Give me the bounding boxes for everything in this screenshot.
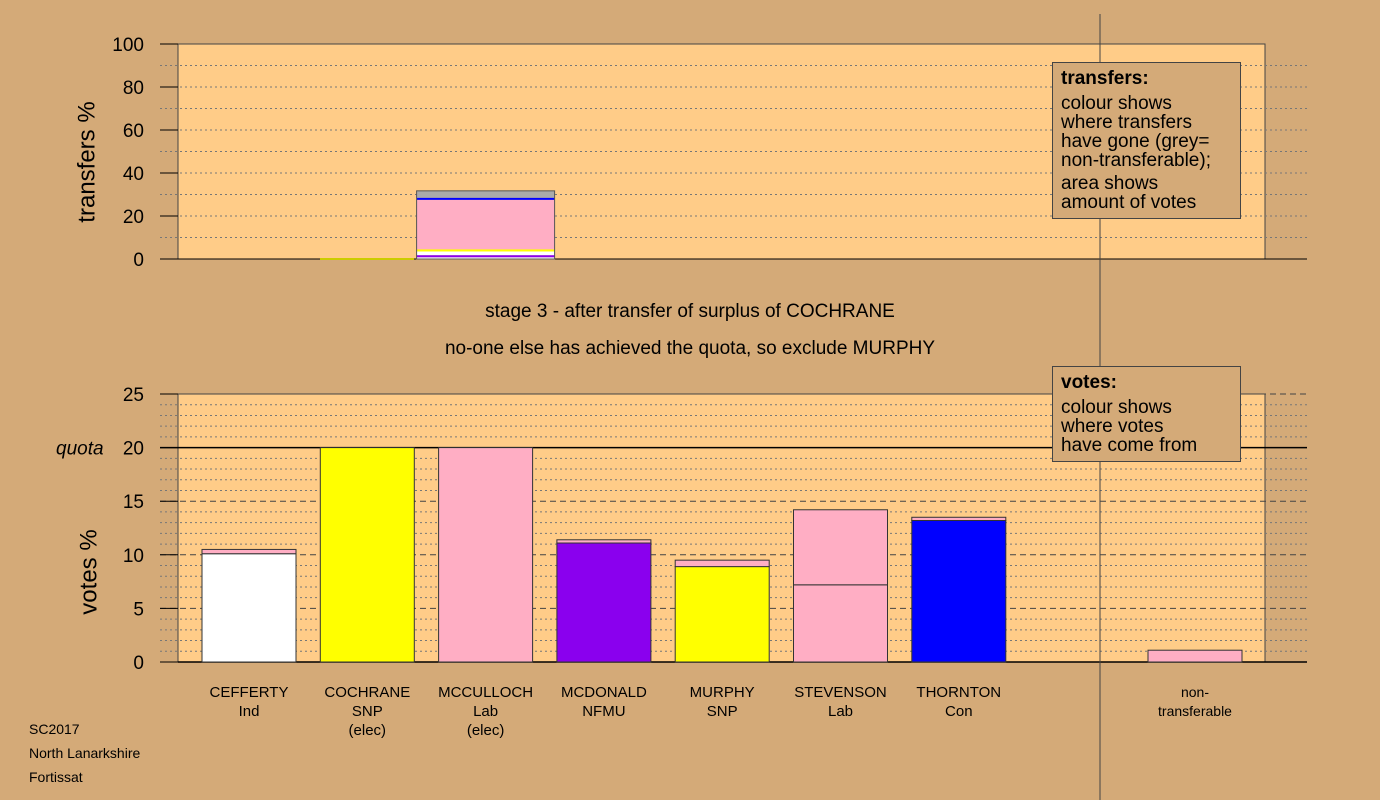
transfers-tick-label: 40 bbox=[123, 164, 144, 185]
votes-legend: votes: colour shows where votes have com… bbox=[1052, 366, 1241, 462]
transfers-y-label: transfers % bbox=[73, 101, 101, 223]
corner-council: North Lanarkshire bbox=[29, 745, 141, 761]
vote-segment bbox=[911, 519, 1007, 663]
transfer-segment bbox=[416, 251, 555, 256]
votes-tick-label: 0 bbox=[133, 653, 144, 674]
category-label: non- transferable bbox=[1158, 684, 1232, 719]
transfer-segment bbox=[416, 249, 555, 252]
category-label: MCDONALD NFMU bbox=[560, 684, 647, 720]
votes-tick-label: 10 bbox=[123, 546, 144, 567]
transfers-tick-label: 60 bbox=[123, 121, 144, 142]
votes-tick-label: 20 bbox=[123, 439, 144, 460]
votes-tick-label: 15 bbox=[123, 492, 144, 513]
corner-election: SC2017 bbox=[29, 721, 80, 737]
vote-segment bbox=[319, 447, 415, 663]
transfers-legend-title: transfers: bbox=[1061, 68, 1149, 89]
vote-segment bbox=[793, 509, 888, 586]
vote-segment bbox=[201, 553, 297, 663]
transfer-segment bbox=[416, 197, 555, 200]
votes-legend-title: votes: bbox=[1061, 372, 1117, 393]
transfer-bar-outline bbox=[416, 190, 556, 260]
vote-segment bbox=[793, 584, 888, 663]
vote-segment bbox=[911, 516, 1007, 521]
corner-info: SC2017 North Lanarkshire Fortissat bbox=[29, 717, 140, 789]
category-label: CEFFERTY Ind bbox=[209, 684, 289, 720]
votes-y-label: votes % bbox=[75, 529, 103, 615]
transfer-segment bbox=[416, 257, 555, 259]
vote-segment bbox=[1147, 649, 1243, 663]
category-label: THORNTON Con bbox=[916, 684, 1002, 720]
votes-tick-label: 25 bbox=[123, 385, 144, 406]
transfer-segment bbox=[416, 190, 555, 198]
transfer-segment bbox=[416, 255, 555, 258]
category-label: MCCULLOCH Lab (elec) bbox=[438, 684, 534, 739]
vote-segment bbox=[674, 566, 770, 663]
category-label: MURPHY SNP bbox=[689, 684, 755, 720]
transfers-tick-label: 80 bbox=[123, 78, 144, 99]
corner-ward: Fortissat bbox=[29, 769, 83, 785]
votes-tick-label: 5 bbox=[133, 599, 144, 620]
transfers-tick-label: 100 bbox=[112, 35, 144, 56]
category-label: COCHRANE SNP (elec) bbox=[324, 684, 411, 739]
transfers-tick-label: 20 bbox=[123, 207, 144, 228]
transfers-tick-label: 0 bbox=[133, 250, 144, 271]
vote-segment bbox=[674, 559, 770, 568]
stage-line-1: stage 3 - after transfer of surplus of C… bbox=[485, 301, 895, 322]
votes-legend-line: colour shows where votes have come from bbox=[1061, 397, 1198, 456]
vote-segment bbox=[438, 447, 534, 663]
transfers-legend-line: area shows amount of votes bbox=[1061, 173, 1197, 213]
quota-label: quota bbox=[56, 439, 104, 460]
vote-segment bbox=[201, 548, 297, 555]
vote-segment bbox=[556, 539, 652, 544]
stage-line-2: no-one else has achieved the quota, so e… bbox=[444, 338, 936, 359]
category-label: STEVENSON Lab bbox=[794, 684, 887, 720]
transfer-segment bbox=[416, 199, 555, 250]
transfers-legend-line: colour shows where transfers have gone (… bbox=[1061, 93, 1211, 171]
transfers-legend: transfers: colour shows where transfers … bbox=[1052, 62, 1241, 219]
vote-segment bbox=[556, 542, 652, 663]
